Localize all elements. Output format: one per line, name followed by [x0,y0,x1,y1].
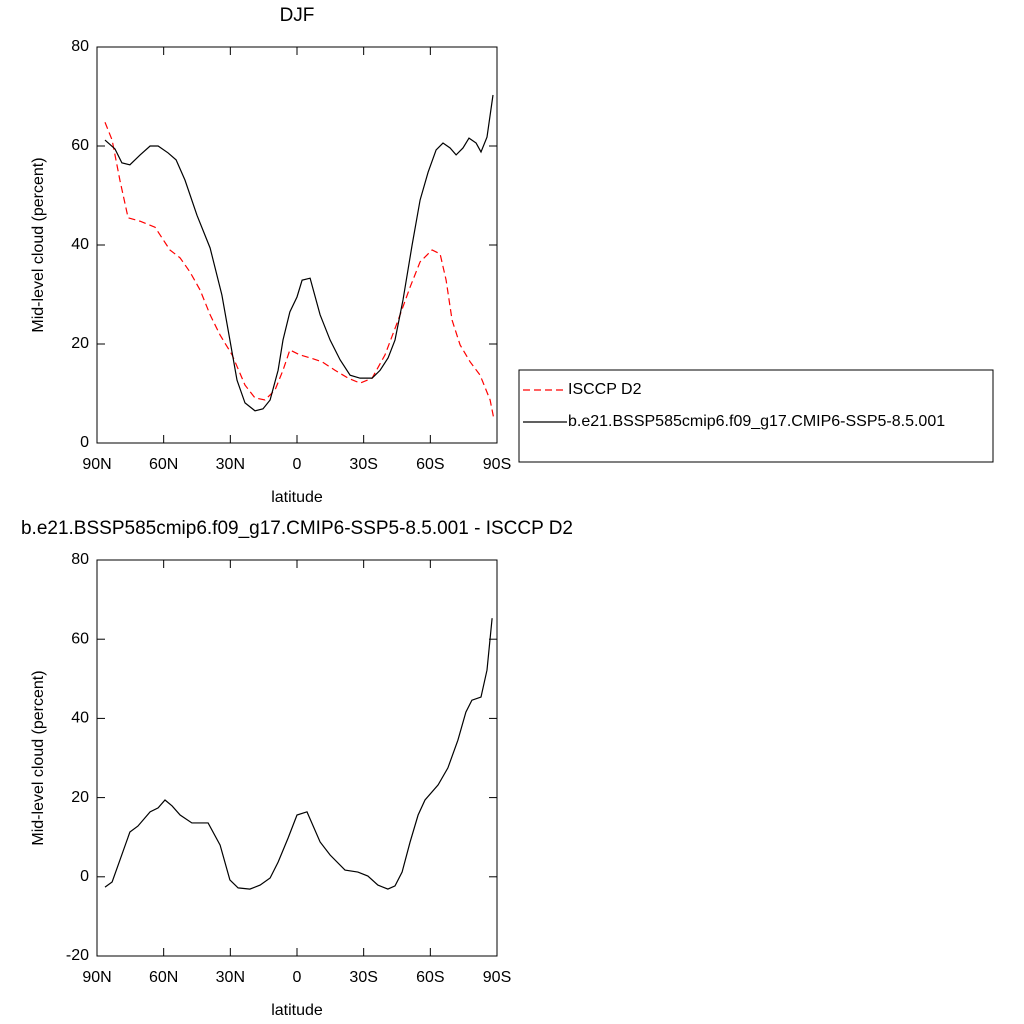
legend-label: ISCCP D2 [568,381,642,398]
data-line [104,618,493,890]
y-tick-label: 40 [71,710,89,727]
y-tick-label: 80 [71,38,89,55]
x-tick-label: 0 [293,969,302,986]
x-axis-label: latitude [271,1002,323,1019]
data-line [104,94,494,412]
x-axis-label: latitude [271,489,323,506]
x-tick-label: 60S [416,456,444,473]
y-axis-label: Mid-level cloud (percent) [30,157,47,332]
x-tick-label: 30S [349,969,377,986]
legend-label: b.e21.BSSP585cmip6.f09_g17.CMIP6-SSP5-8.… [568,413,945,430]
plot-frame [96,46,498,444]
x-tick-label: 60N [149,969,178,986]
chart-title: b.e21.BSSP585cmip6.f09_g17.CMIP6-SSP5-8.… [21,518,573,539]
plot-frame [96,559,498,957]
x-tick-label: 60S [416,969,444,986]
y-tick-label: 40 [71,236,89,253]
y-tick-label: 60 [71,137,89,154]
y-tick-label: 20 [71,789,89,806]
x-tick-label: 30N [216,456,245,473]
y-axis-label: Mid-level cloud (percent) [30,670,47,845]
x-tick-label: 60N [149,456,178,473]
x-tick-label: 90S [483,969,511,986]
x-tick-label: 90N [82,456,111,473]
y-tick-label: 0 [80,868,89,885]
x-tick-label: 90S [483,456,511,473]
legend-box [518,369,994,463]
x-tick-label: 30S [349,456,377,473]
chart-title: DJF [280,5,315,26]
y-tick-label: 80 [71,551,89,568]
y-tick-label: -20 [66,947,89,964]
y-tick-label: 20 [71,335,89,352]
x-tick-label: 90N [82,969,111,986]
data-line [104,122,495,421]
x-tick-label: 30N [216,969,245,986]
y-tick-label: 60 [71,630,89,647]
y-tick-label: 0 [80,434,89,451]
x-tick-label: 0 [293,456,302,473]
